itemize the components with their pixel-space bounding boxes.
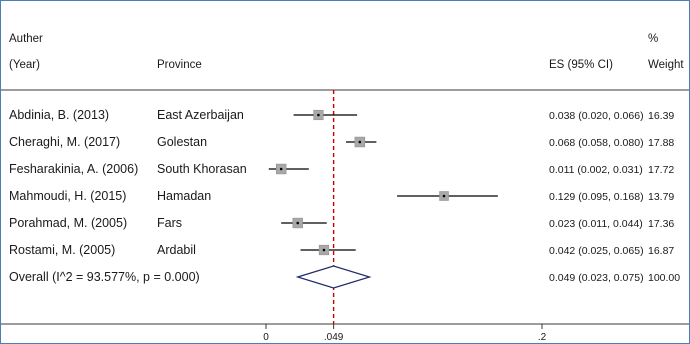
weight-header-line1: % [648,33,658,45]
province-label: Hamadan [157,189,211,203]
es-header: ES (95% CI) [549,59,613,71]
es-ci-value: 0.042 (0.025, 0.065) [549,245,644,257]
study-label: Mahmoudi, H. (2015) [9,189,126,203]
point-estimate [279,167,283,171]
weight-header-line2: Weight [648,59,684,71]
study-header-line2: (Year) [9,59,40,71]
point-estimate [317,113,320,117]
es-ci-value: 0.129 (0.095, 0.168) [549,191,644,203]
overall-es-ci-value: 0.049 (0.023, 0.075) [549,272,644,284]
study-row: Mahmoudi, H. (2015) Hamadan 0.129 (0.095, … [9,189,674,203]
point-estimate [296,221,300,225]
weight-value: 16.39 [648,110,674,122]
study-label: Porahmad, M. (2005) [9,216,127,230]
weight-value: 16.87 [648,245,674,257]
point-estimate [358,140,362,144]
weight-value: 17.72 [648,164,674,176]
overall-row: Overall (I^2 = 93.577%, p = 0.000) 0.049 … [9,265,680,289]
study-label: Rostami, M. (2005) [9,243,115,257]
study-row: Fesharakinia, A. (2006) South Khorasan 0.0… [9,162,674,176]
study-label: Abdinia, B. (2013) [9,108,109,122]
study-label: Cheraghi, M. (2017) [9,135,120,149]
province-label: South Khorasan [157,162,247,176]
weight-value: 17.88 [648,137,674,149]
weight-value: 17.36 [648,218,674,230]
study-row: Abdinia, B. (2013) East Azerbaijan 0.038 (… [9,108,674,122]
study-row: Porahmad, M. (2005) Fars 0.023 (0.011, 0.0… [9,216,674,230]
province-label: Fars [157,216,182,230]
es-ci-value: 0.011 (0.002, 0.031) [549,164,643,176]
es-ci-value: 0.023 (0.011, 0.044) [549,218,643,230]
study-label: Fesharakinia, A. (2006) [9,162,138,176]
x-tick-label: .049 [324,332,344,343]
province-label: Golestan [157,135,207,149]
province-label: Ardabil [157,243,196,257]
province-label: East Azerbaijan [157,108,244,122]
study-header-line1: Auther [9,33,43,45]
overall-weight-value: 100.00 [648,272,680,284]
overall-label: Overall (I^2 = 93.577%, p = 0.000) [9,270,200,284]
x-tick-label: 0 [263,332,269,343]
study-row: Rostami, M. (2005) Ardabil 0.042 (0.025, 0… [9,243,674,257]
weight-value: 13.79 [648,191,674,203]
province-header: Province [157,59,202,71]
study-row: Cheraghi, M. (2017) Golestan 0.068 (0.058,… [9,135,674,149]
point-estimate [442,194,446,198]
point-estimate [322,248,326,252]
overall-diamond [295,265,372,289]
es-ci-value: 0.068 (0.058, 0.080) [549,137,644,149]
x-tick-label: .2 [538,332,547,343]
es-ci-value: 0.038 (0.020, 0.066) [549,110,644,122]
